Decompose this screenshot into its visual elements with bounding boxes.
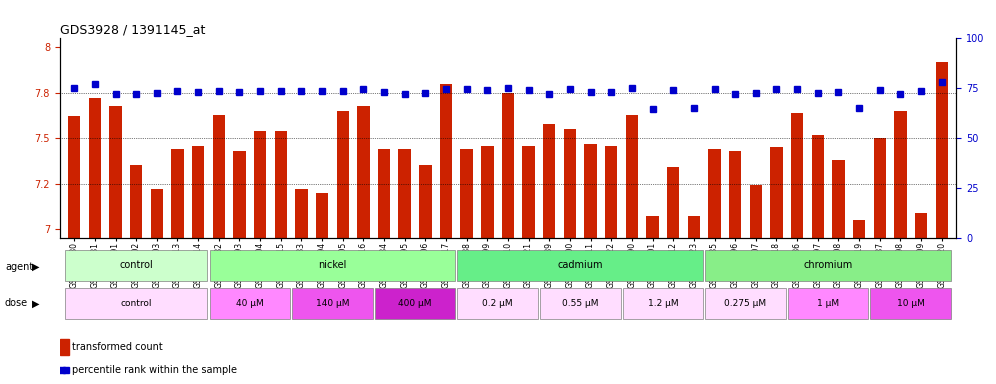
Bar [564,129,576,384]
Bar [853,220,866,384]
Bar [358,106,370,384]
Bar [89,98,101,384]
Bar [667,167,679,384]
Text: 40 μM: 40 μM [236,299,264,308]
Text: 1.2 μM: 1.2 μM [647,299,678,308]
Bar [419,166,431,384]
Bar [460,149,473,384]
Bar [337,111,349,384]
Text: transformed count: transformed count [72,342,163,352]
Bar [440,84,452,384]
FancyBboxPatch shape [374,288,455,319]
Bar [605,146,618,384]
Bar [377,149,390,384]
Bar [171,149,183,384]
Bar [812,135,824,384]
Bar [791,113,804,384]
FancyBboxPatch shape [209,250,455,280]
Text: agent: agent [5,262,33,272]
Bar [481,146,493,384]
FancyBboxPatch shape [622,288,703,319]
FancyBboxPatch shape [457,250,703,280]
Bar [233,151,246,384]
Bar [646,216,658,384]
Text: dose: dose [5,298,28,308]
Bar [275,131,287,384]
Bar [935,62,948,384]
Text: ▶: ▶ [32,298,40,308]
Bar [68,116,81,384]
Text: 140 μM: 140 μM [316,299,350,308]
FancyBboxPatch shape [457,288,538,319]
FancyBboxPatch shape [209,288,290,319]
Bar [770,147,783,384]
Bar [750,185,762,384]
Text: 0.2 μM: 0.2 μM [482,299,513,308]
Bar [192,146,204,384]
Text: nickel: nickel [318,260,347,270]
Bar [130,166,142,384]
Bar [687,216,700,384]
Bar [212,115,225,384]
Bar [915,213,927,384]
Bar [543,124,556,384]
Text: chromium: chromium [804,260,853,270]
Text: 400 μM: 400 μM [398,299,431,308]
Bar [894,111,906,384]
Text: control: control [120,260,153,270]
Bar [295,189,308,384]
Bar [398,149,411,384]
Bar [150,189,163,384]
FancyBboxPatch shape [871,288,951,319]
Bar [523,146,535,384]
Text: percentile rank within the sample: percentile rank within the sample [72,365,237,375]
Text: ▶: ▶ [32,262,40,272]
Bar [254,131,266,384]
Bar [833,160,845,384]
FancyBboxPatch shape [292,288,373,319]
FancyBboxPatch shape [705,250,951,280]
Bar [60,339,69,355]
Text: control: control [121,299,152,308]
Bar [585,144,597,384]
Bar [502,93,514,384]
Text: cadmium: cadmium [558,260,603,270]
FancyBboxPatch shape [540,288,621,319]
Bar [110,106,122,384]
Text: 10 μM: 10 μM [896,299,924,308]
FancyBboxPatch shape [65,288,207,319]
Text: GDS3928 / 1391145_at: GDS3928 / 1391145_at [60,23,205,36]
FancyBboxPatch shape [65,250,207,280]
Bar [316,193,329,384]
FancyBboxPatch shape [788,288,869,319]
Bar [873,138,885,384]
Bar [708,149,721,384]
Text: 0.275 μM: 0.275 μM [724,299,767,308]
Bar [625,115,638,384]
Text: 1 μM: 1 μM [817,299,840,308]
Bar [729,151,741,384]
FancyBboxPatch shape [705,288,786,319]
Text: 0.55 μM: 0.55 μM [562,299,599,308]
